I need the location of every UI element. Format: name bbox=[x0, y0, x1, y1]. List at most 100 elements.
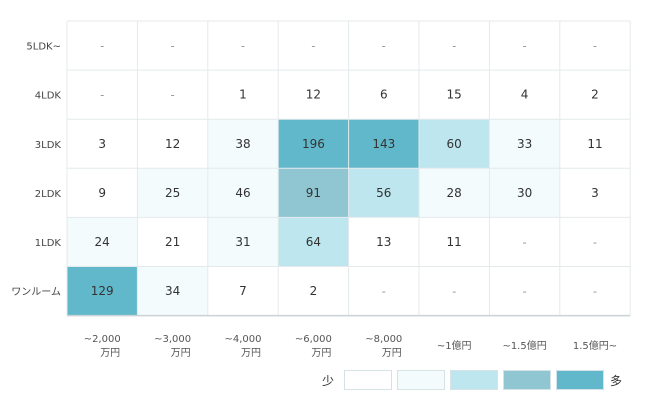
cell-value-label: 56 bbox=[376, 186, 391, 200]
heatmap-cell bbox=[419, 21, 490, 71]
column-label: ~6,000 万円 bbox=[295, 334, 332, 359]
cell-value-label: - bbox=[311, 40, 315, 53]
column-label-line: 万円 bbox=[171, 348, 191, 359]
cell-value-label: 4 bbox=[521, 88, 529, 102]
heatmap-cell bbox=[348, 266, 419, 316]
cell-value-label: 91 bbox=[306, 186, 321, 200]
heatmap-cell bbox=[348, 70, 419, 120]
heatmap-cell bbox=[207, 266, 279, 316]
heatmap-cell bbox=[559, 21, 631, 71]
heatmap-cell bbox=[278, 21, 349, 71]
column-label: ~2,000 万円 bbox=[84, 334, 121, 359]
color-legend: 少 多 bbox=[322, 368, 622, 392]
cell-value-label: 33 bbox=[517, 137, 532, 151]
heatmap-cell bbox=[489, 21, 560, 71]
cell-value-label: 6 bbox=[380, 88, 388, 102]
row-label: 1LDK bbox=[35, 238, 62, 249]
heatmap-cell bbox=[419, 217, 490, 267]
row-label: 4LDK bbox=[35, 91, 62, 102]
column-label: ~3,000 万円 bbox=[154, 334, 191, 359]
legend-swatch-level-2 bbox=[450, 370, 499, 390]
column-label-line: ~1.5億円 bbox=[502, 339, 546, 352]
cell-value-label: 64 bbox=[306, 235, 321, 249]
cell-value-label: - bbox=[452, 40, 456, 53]
column-label-line: ~4,000 bbox=[224, 334, 261, 345]
cell-value-label: - bbox=[382, 40, 386, 53]
cell-value-label: - bbox=[523, 285, 527, 298]
cell-value-label: - bbox=[241, 40, 245, 53]
cell-value-label: - bbox=[593, 236, 597, 249]
heatmap-cell bbox=[278, 168, 349, 218]
heatmap-cell bbox=[419, 70, 490, 120]
cell-value-label: 13 bbox=[376, 235, 391, 249]
cell-value-label: - bbox=[171, 40, 175, 53]
heatmap-cell bbox=[559, 266, 631, 316]
cell-value-label: 3 bbox=[98, 137, 106, 151]
column-label-line: ~3,000 bbox=[154, 334, 191, 345]
cell-value-label: 2 bbox=[310, 284, 318, 298]
column-label-line: ~8,000 bbox=[365, 334, 402, 345]
heatmap-cell bbox=[348, 21, 419, 71]
heatmap-cell bbox=[559, 217, 631, 267]
heatmap-cell bbox=[137, 217, 208, 267]
heatmap-cell bbox=[207, 70, 279, 120]
heatmap-cell bbox=[489, 168, 560, 218]
heatmap-cell bbox=[559, 119, 631, 169]
cell-value-label: 143 bbox=[372, 137, 395, 151]
cell-value-label: 129 bbox=[91, 284, 114, 298]
heatmap-cell bbox=[559, 168, 631, 218]
legend-swatch-level-1 bbox=[397, 370, 446, 390]
cell-value-label: 12 bbox=[165, 137, 180, 151]
column-label: ~4,000 万円 bbox=[224, 334, 261, 359]
heatmap-cell bbox=[137, 266, 208, 316]
heatmap-cell bbox=[137, 119, 208, 169]
heatmap-cell bbox=[348, 168, 419, 218]
heatmap-cell bbox=[348, 119, 419, 169]
cell-value-label: 31 bbox=[235, 235, 250, 249]
column-label-line: ~2,000 bbox=[84, 334, 121, 345]
heatmap-cell bbox=[278, 266, 349, 316]
column-label: ~1億円 bbox=[437, 339, 472, 352]
heatmap-cell bbox=[137, 21, 208, 71]
cell-value-label: 7 bbox=[239, 284, 247, 298]
cell-value-label: 12 bbox=[306, 88, 321, 102]
column-label-line: 1.5億円~ bbox=[573, 339, 617, 352]
legend-swatch-level-4 bbox=[556, 370, 605, 390]
cell-value-label: - bbox=[452, 285, 456, 298]
row-label: 3LDK bbox=[35, 140, 62, 151]
heatmap-cell bbox=[419, 168, 490, 218]
cell-value-label: 30 bbox=[517, 186, 532, 200]
heatmap-cell bbox=[67, 217, 138, 267]
cell-value-label: 196 bbox=[302, 137, 325, 151]
cell-value-label: 60 bbox=[447, 137, 462, 151]
legend-high-label: 多 bbox=[610, 373, 623, 388]
legend-low-label: 少 bbox=[322, 373, 335, 388]
cell-value-label: - bbox=[523, 236, 527, 249]
cell-value-label: 1 bbox=[239, 88, 247, 102]
cell-value-label: 11 bbox=[587, 137, 602, 151]
heatmap-cell bbox=[559, 70, 631, 120]
cell-value-label: - bbox=[382, 285, 386, 298]
heatmap-cell bbox=[207, 21, 279, 71]
heatmap-cell bbox=[137, 70, 208, 120]
column-label-line: ~1億円 bbox=[437, 339, 472, 352]
cell-value-label: - bbox=[593, 285, 597, 298]
column-label-line: 万円 bbox=[382, 348, 402, 359]
cell-value-label: 3 bbox=[591, 186, 599, 200]
cell-value-label: - bbox=[523, 40, 527, 53]
column-label-line: 万円 bbox=[100, 348, 120, 359]
row-label: 2LDK bbox=[35, 189, 62, 200]
heatmap-cell bbox=[348, 217, 419, 267]
heatmap-cell bbox=[489, 266, 560, 316]
heatmap-chart: - - - - - - - -- -1 12 6 15 4 23 12 38 196 143 60 33 119 25 46… bbox=[11, 20, 631, 359]
column-label: ~8,000 万円 bbox=[365, 334, 402, 359]
column-label-line: ~6,000 bbox=[295, 334, 332, 345]
heatmap-cell bbox=[67, 119, 138, 169]
heatmap-cell bbox=[419, 266, 490, 316]
cell-value-label: 15 bbox=[447, 88, 462, 102]
cell-value-label: 21 bbox=[165, 235, 180, 249]
heatmap-cell bbox=[67, 21, 138, 71]
cell-value-label: 11 bbox=[447, 235, 462, 249]
column-label: ~1.5億円 bbox=[502, 339, 546, 352]
legend-swatch-level-0 bbox=[344, 370, 393, 390]
